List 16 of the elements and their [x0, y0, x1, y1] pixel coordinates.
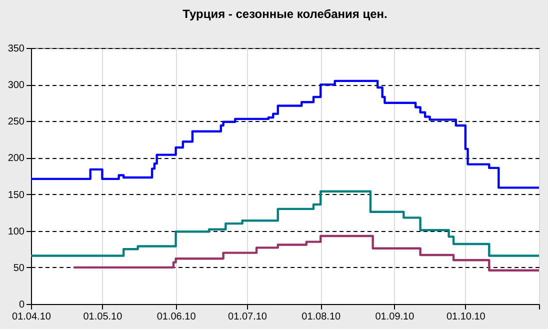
- y-tick-label: 50: [13, 262, 25, 274]
- x-tick-label: 01.09.10: [375, 312, 415, 322]
- x-tick-label: 01.04.10: [12, 312, 52, 322]
- y-tick-label: 300: [8, 80, 25, 92]
- y-tick-label: 150: [8, 190, 25, 201]
- x-tick-label: 01.10.10: [446, 312, 486, 322]
- x-tick-label: 01.06.10: [156, 312, 196, 322]
- y-tick-label: 250: [8, 116, 25, 128]
- y-tick-label: 100: [8, 226, 25, 238]
- y-tick-label: 0: [18, 300, 25, 310]
- chart-title: Турция - сезонные колебания цен.: [182, 7, 388, 21]
- x-tick-label: 01.08.10: [302, 312, 342, 322]
- x-tick-label: 01.05.10: [83, 312, 123, 322]
- y-tick-label: 350: [8, 44, 25, 54]
- x-tick-label: 01.07.10: [228, 312, 268, 322]
- y-tick-label: 200: [8, 153, 25, 164]
